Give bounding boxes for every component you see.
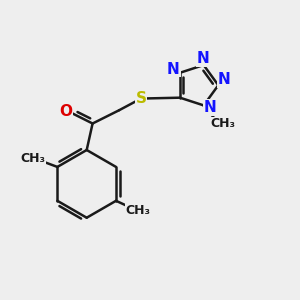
Text: O: O [59,104,72,119]
Text: N: N [197,51,209,66]
Text: CH₃: CH₃ [20,152,45,165]
Text: CH₃: CH₃ [126,204,151,217]
Text: N: N [167,62,180,77]
Text: S: S [136,91,147,106]
Text: CH₃: CH₃ [210,117,235,130]
Text: N: N [218,72,231,87]
Text: N: N [204,100,217,115]
